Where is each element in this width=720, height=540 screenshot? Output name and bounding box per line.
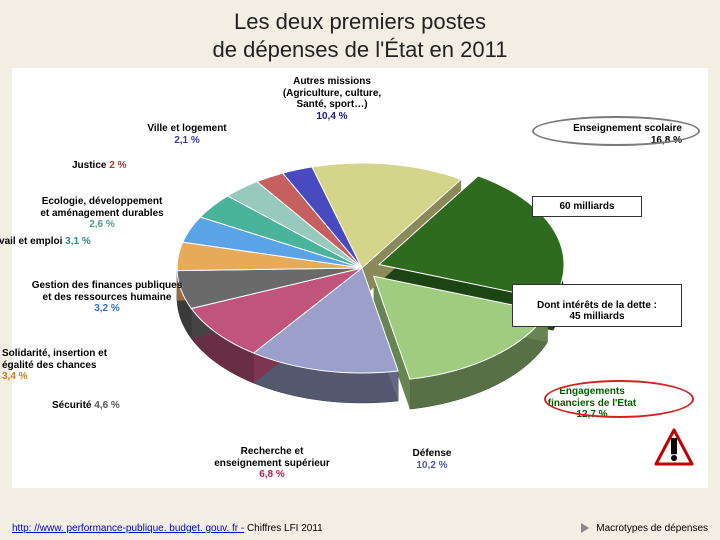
slice-label-ville_logement: Ville et logement2,1 % xyxy=(97,123,277,146)
slice-label-securite: Sécurité 4,6 % xyxy=(52,400,232,412)
callout-interets: Dont intérêts de la dette : 45 milliards xyxy=(512,284,682,327)
source-suffix: Chiffres LFI 2011 xyxy=(247,523,323,534)
footer-right[interactable]: Macrotypes de dépenses xyxy=(581,523,708,534)
title-line2: de dépenses de l'État en 2011 xyxy=(213,37,508,62)
chart-area: Enseignement scolaire16,8 %Engagements f… xyxy=(12,68,708,488)
highlight-engagements_financiers xyxy=(544,380,694,418)
slice-label-travail_emploi: Travail et emploi 3,1 % xyxy=(0,236,164,248)
warning-icon xyxy=(652,426,696,470)
slice-label-autres: Autres missions (Agriculture, culture, S… xyxy=(242,76,422,122)
highlight-enseignement_scolaire xyxy=(532,116,700,146)
title-line1: Les deux premiers postes xyxy=(234,9,486,34)
slice-label-ecologie: Ecologie, développement et aménagement d… xyxy=(12,196,192,231)
slice-label-justice: Justice 2 % xyxy=(72,160,252,172)
footer: http: //www. performance-publique. budge… xyxy=(12,523,708,534)
source-text: http: //www. performance-publique. budge… xyxy=(12,523,323,534)
slice-label-recherche: Recherche et enseignement supérieur6,8 % xyxy=(182,446,362,481)
page-title: Les deux premiers postes de dépenses de … xyxy=(0,0,720,67)
slice-label-defense: Défense10,2 % xyxy=(342,448,522,471)
source-link[interactable]: http: //www. performance-publique. budge… xyxy=(12,523,244,534)
play-icon xyxy=(581,523,589,533)
slice-label-solidarite: Solidarité, insertion et égalité des cha… xyxy=(2,348,182,383)
slice-label-gestion_finances: Gestion des finances publiques et des re… xyxy=(17,280,197,315)
callout-60b: 60 milliards xyxy=(532,196,642,217)
